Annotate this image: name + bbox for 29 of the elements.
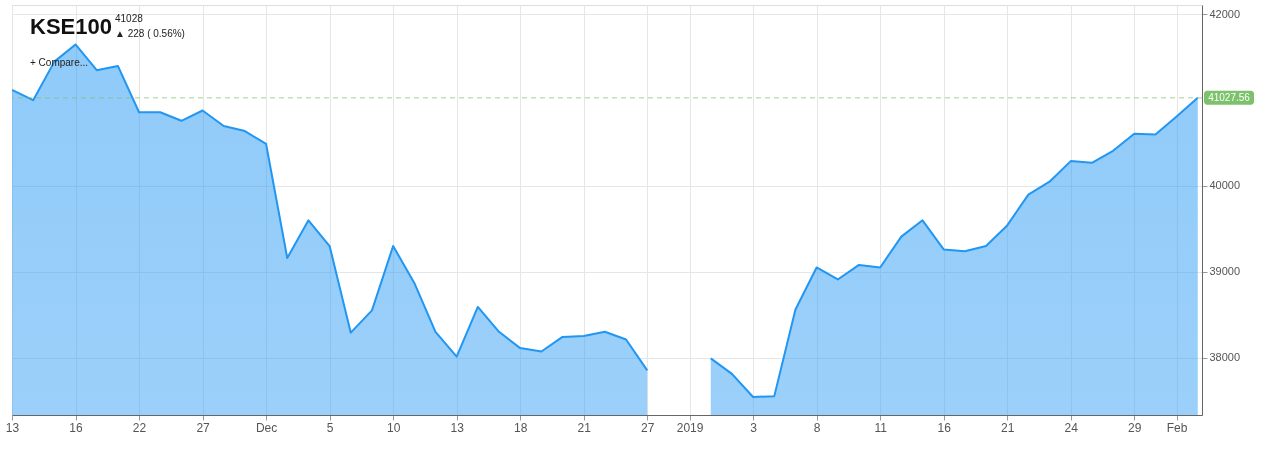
x-tick-label: 3 <box>750 420 758 435</box>
x-tick-label: 2019 <box>676 420 704 435</box>
x-tick-label: 16 <box>937 420 952 435</box>
ref-line-label: 41027.56 <box>1208 91 1251 103</box>
x-tick-label: 22 <box>132 420 147 435</box>
x-tick-label: 24 <box>1064 420 1079 435</box>
x-tick-label: Dec <box>255 420 278 435</box>
chart-title: KSE100 <box>30 14 112 39</box>
x-tick-label: 8 <box>813 420 821 435</box>
x-tick-label: 27 <box>196 420 211 435</box>
x-tick-label: 16 <box>69 420 84 435</box>
annotation: + Compare... <box>30 57 89 68</box>
annotation: 41028 <box>115 13 144 24</box>
x-tick-label: 10 <box>386 420 401 435</box>
y-tick-label: 38000 <box>1209 351 1241 364</box>
x-tick-label: Feb <box>1166 420 1188 435</box>
y-tick-label: 39000 <box>1209 265 1241 278</box>
y-tick-label: 42000 <box>1209 7 1241 20</box>
x-tick-label: 13 <box>450 420 465 435</box>
y-tick-label: 40000 <box>1209 179 1241 192</box>
x-tick-label: 18 <box>514 420 528 435</box>
x-tick-label: 21 <box>577 420 592 435</box>
annotation: ▲ 228 ( 0.56%) <box>115 28 185 39</box>
x-tick-label: 13 <box>5 420 20 435</box>
x-tick-label: 11 <box>874 420 888 435</box>
x-tick-label: 21 <box>1001 420 1015 435</box>
x-tick-label: 27 <box>641 420 655 435</box>
x-tick-label: 29 <box>1128 420 1142 435</box>
x-tick-label: 5 <box>326 420 334 435</box>
